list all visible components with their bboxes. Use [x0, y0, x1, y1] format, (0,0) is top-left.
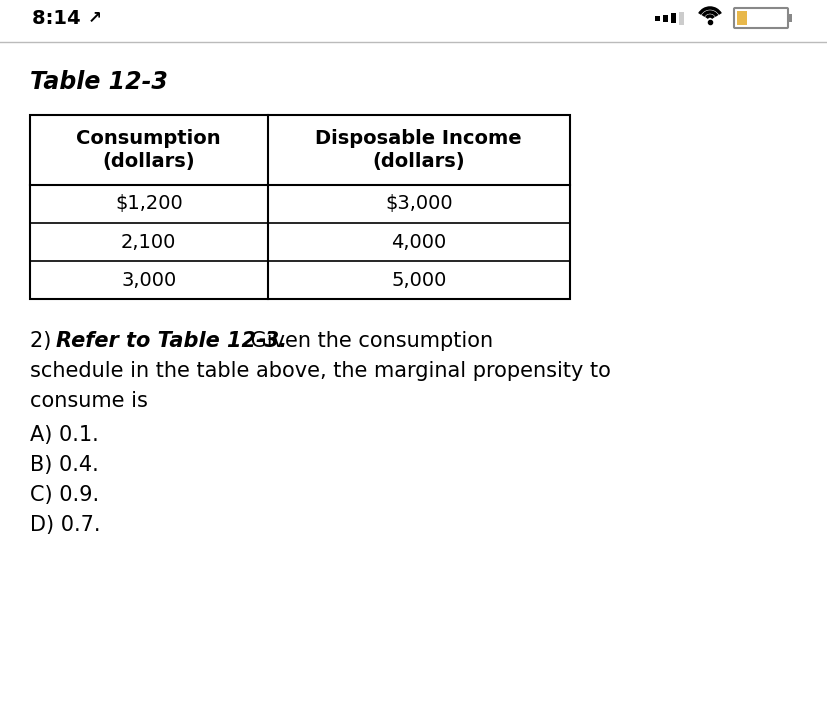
Text: B) 0.4.: B) 0.4. — [30, 455, 98, 475]
Text: consume is: consume is — [30, 391, 148, 411]
Text: Refer to Table 12-3.: Refer to Table 12-3. — [56, 331, 287, 351]
Text: 8:14: 8:14 — [32, 9, 88, 28]
Text: 5,000: 5,000 — [390, 271, 446, 290]
Text: A) 0.1.: A) 0.1. — [30, 425, 98, 445]
Text: ↗: ↗ — [88, 9, 102, 27]
Text: Given the consumption: Given the consumption — [244, 331, 493, 351]
Text: Table 12-3: Table 12-3 — [30, 70, 168, 94]
Text: Disposable Income
(dollars): Disposable Income (dollars) — [315, 130, 522, 170]
Bar — [670, 13, 676, 23]
Text: D) 0.7.: D) 0.7. — [30, 515, 100, 535]
Text: $1,200: $1,200 — [115, 194, 183, 213]
Text: schedule in the table above, the marginal propensity to: schedule in the table above, the margina… — [30, 361, 610, 381]
Bar — [787, 14, 791, 22]
Text: Consumption
(dollars): Consumption (dollars) — [76, 130, 221, 170]
FancyBboxPatch shape — [733, 8, 787, 28]
Text: 3,000: 3,000 — [121, 271, 176, 290]
Bar — [736, 11, 746, 25]
Text: 2,100: 2,100 — [121, 232, 176, 251]
Text: C) 0.9.: C) 0.9. — [30, 485, 99, 505]
Text: 2): 2) — [30, 331, 58, 351]
Text: $3,000: $3,000 — [385, 194, 452, 213]
Text: 4,000: 4,000 — [390, 232, 446, 251]
Bar — [678, 12, 684, 25]
Bar — [654, 15, 660, 20]
Bar — [662, 15, 667, 22]
Bar — [30, 115, 569, 299]
